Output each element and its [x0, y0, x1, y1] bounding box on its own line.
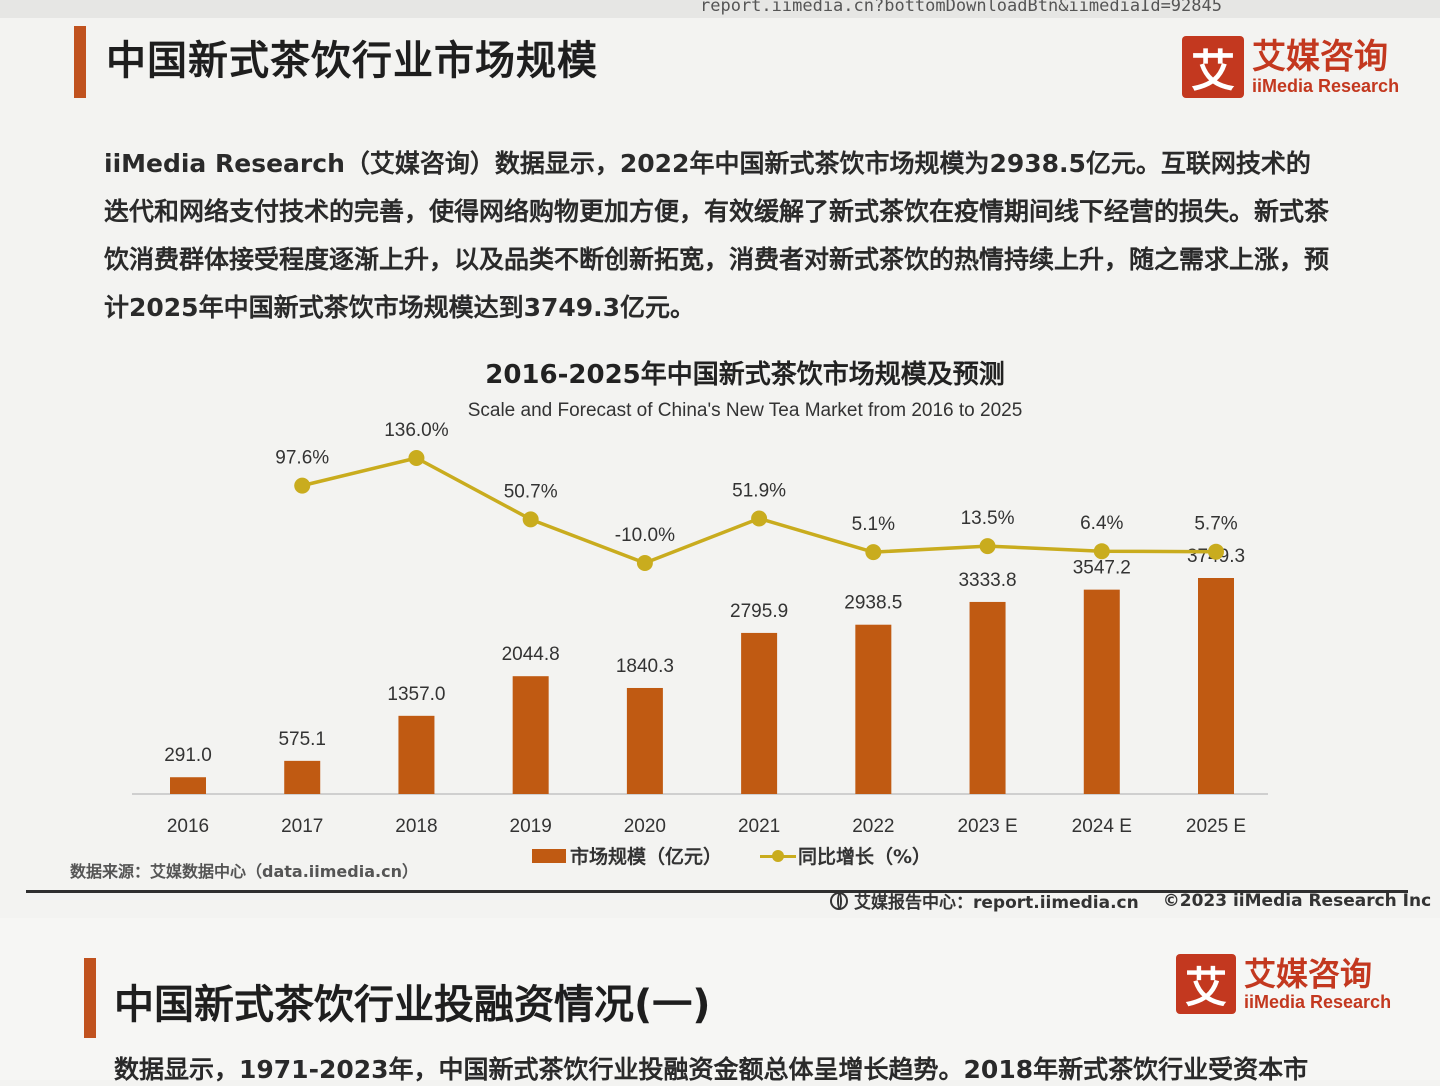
globe-icon [830, 891, 848, 910]
growth-value-label: 6.4% [1080, 513, 1123, 534]
chart-subtitle: Scale and Forecast of China's New Tea Ma… [467, 400, 1023, 421]
growth-value-label: 13.5% [961, 508, 1015, 529]
x-tick-label: 2016 [167, 816, 209, 837]
bar-value-label: 291.0 [164, 745, 212, 766]
growth-point-2021 [751, 510, 768, 527]
growth-value-label: 5.7% [1194, 514, 1237, 535]
bar-2023 E [969, 601, 1006, 794]
next-slide-lede: 数据显示，1971-2023年，中国新式茶饮行业投融资金额总体呈增长趋势。201… [114, 1055, 1309, 1084]
growth-point-2017 [294, 477, 311, 494]
logo-text: 艾媒咨询 iiMedia Research [1252, 38, 1399, 97]
bar-value-label: 1840.3 [616, 656, 674, 677]
browser-url-fragment: report.iimedia.cn?bottomDownloadBtn&iime… [700, 0, 1222, 16]
browser-url-strip: report.iimedia.cn?bottomDownloadBtn&iime… [0, 0, 1440, 18]
x-tick-label: 2020 [624, 816, 666, 837]
growth-value-label: 50.7% [504, 481, 558, 502]
growth-point-2023 E [979, 538, 996, 555]
growth-value-label: 5.1% [852, 514, 895, 535]
bar-value-label: 2044.8 [502, 644, 560, 665]
growth-point-2025 E [1208, 543, 1224, 560]
title-accent-bar [74, 26, 86, 98]
next-slide-title: 中国新式茶饮行业投融资情况(一) [114, 982, 711, 1028]
logo-name-cn-next: 艾媒咨询 [1244, 954, 1373, 993]
growth-value-label: 51.9% [732, 480, 786, 501]
iimedia-logo: 艾 艾媒咨询 iiMedia Research [1182, 36, 1399, 98]
x-tick-label: 2025 E [1186, 816, 1246, 837]
bar-2021 [741, 632, 778, 794]
legend-bar-swatch-icon [532, 848, 566, 863]
bar-2018 [398, 715, 435, 794]
logo-text-next: 艾媒咨询 iiMedia Research [1244, 956, 1391, 1013]
footer-divider [26, 890, 1408, 893]
growth-value-label: 136.0% [384, 420, 449, 441]
footer-copyright: ©2023 iiMedia Research Inc [1162, 890, 1432, 911]
bar-value-label: 2795.9 [730, 601, 788, 622]
market-size-chart: 291.0 2016 575.1 2017 1357.0 2018 2044.8 2019 18… [132, 420, 1268, 837]
x-tick-label: 2019 [510, 816, 552, 837]
bar-value-label: 575.1 [278, 729, 326, 750]
bar-2020 [626, 687, 663, 794]
bar-value-label: 2938.5 [844, 593, 902, 614]
legend-line-swatch-icon [760, 849, 797, 863]
footer: 艾媒报告中心：report.iimedia.cn ©2023 iiMedia R… [830, 888, 1431, 913]
bar-2024 E [1083, 589, 1120, 794]
footer-site: 艾媒报告中心：report.iimedia.cn [854, 893, 1139, 913]
report-slide: 中国新式茶饮行业市场规模 艾 艾媒咨询 iiMedia Research iiM… [0, 18, 1440, 918]
lede-paragraph: iiMedia Research（艾媒咨询）数据显示，2022年中国新式茶饮市场… [104, 149, 1330, 322]
x-tick-label: 2024 E [1072, 816, 1132, 837]
bar-value-label: 3333.8 [958, 570, 1016, 591]
x-tick-label: 2018 [395, 816, 437, 837]
page-title: 中国新式茶饮行业市场规模 [106, 38, 598, 84]
growth-point-2018 [408, 450, 425, 466]
bar-2022 [855, 624, 892, 794]
data-source: 数据来源：艾媒数据中心（data.iimedia.cn） [70, 862, 418, 881]
bar-2025 E [1198, 578, 1234, 794]
chart-legend: 市场规模（亿元） 同比增长（%） [532, 842, 969, 869]
growth-point-2020 [636, 555, 653, 571]
logo-name-en-next: iiMedia Research [1244, 991, 1392, 1012]
iimedia-logo-next: 艾 艾媒咨询 iiMedia Research [1176, 954, 1391, 1014]
logo-name-cn: 艾媒咨询 [1252, 36, 1388, 77]
bar-2019 [512, 676, 549, 794]
growth-point-2019 [522, 511, 539, 528]
logo-mark-icon-next: 艾 [1176, 954, 1236, 1014]
growth-value-label: -10.0% [615, 525, 675, 546]
x-tick-label: 2022 [852, 816, 894, 837]
logo-name-en: iiMedia Research [1252, 75, 1400, 96]
bar-2017 [284, 760, 321, 794]
bar-value-label: 1357.0 [387, 684, 445, 705]
legend-item-market-size: 市场规模（亿元） [532, 842, 722, 869]
x-tick-label: 2023 E [957, 816, 1017, 837]
logo-mark-icon: 艾 [1182, 36, 1244, 98]
growth-point-2024 E [1093, 543, 1110, 560]
chart-title: 2016-2025年中国新式茶饮市场规模及预测 [485, 360, 1005, 390]
growth-point-2022 [865, 544, 882, 561]
x-tick-label: 2017 [281, 816, 323, 837]
next-title-accent-bar [84, 958, 96, 1038]
legend-item-growth: 同比增长（%） [760, 842, 931, 869]
bar-value-label: 3547.2 [1073, 558, 1131, 579]
growth-value-label: 97.6% [275, 448, 329, 469]
next-slide-preview: 中国新式茶饮行业投融资情况(一) 艾 艾媒咨询 iiMedia Research… [0, 918, 1440, 1084]
legend-label-market-size: 市场规模（亿元） [570, 846, 723, 868]
legend-label-growth: 同比增长（%） [798, 846, 932, 868]
x-tick-label: 2021 [738, 816, 780, 837]
bar-2016 [170, 777, 206, 794]
